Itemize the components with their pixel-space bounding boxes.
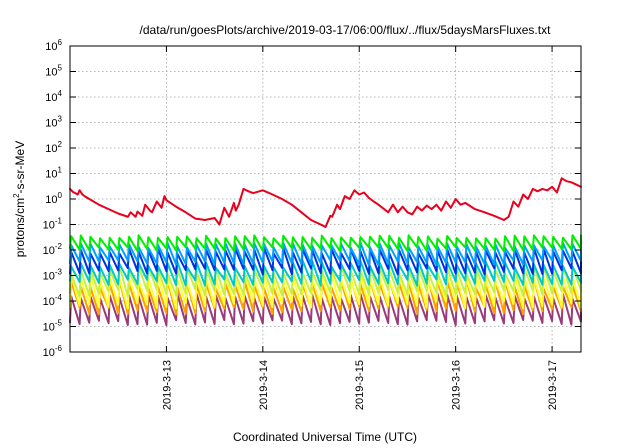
y-tick-exp: 2 <box>58 140 63 149</box>
y-tick-label: 10-5 <box>43 319 63 334</box>
y-tick-base: 10 <box>45 41 57 53</box>
x-axis-label: Coordinated Universal Time (UTC) <box>233 430 417 444</box>
y-tick-exp: 6 <box>58 38 63 47</box>
y-tick-labels: 10-610-510-410-310-210-11001011021031041… <box>43 38 63 359</box>
x-tick-label: 2019-3-13 <box>161 360 173 410</box>
y-tick-label: 101 <box>45 166 62 181</box>
y-tick-exp: -1 <box>55 217 63 226</box>
y-tick-base: 10 <box>43 245 55 257</box>
y-tick-label: 10-6 <box>43 344 63 359</box>
y-tick-base: 10 <box>45 143 57 155</box>
y-tick-label: 105 <box>45 64 62 79</box>
y-tick-base: 10 <box>45 194 57 206</box>
x-tick-label: 2019-3-15 <box>354 360 366 410</box>
series-line-4 <box>69 259 582 287</box>
series-line-8 <box>69 292 582 327</box>
x-tick-label: 2019-3-17 <box>547 360 559 410</box>
y-tick-base: 10 <box>43 271 55 283</box>
y-tick-base: 10 <box>43 322 55 334</box>
series-line-1 <box>69 234 582 253</box>
y-tick-label: 10-4 <box>43 293 63 308</box>
y-tick-base: 10 <box>45 118 57 130</box>
series-line-5 <box>69 264 582 298</box>
y-axis-label-rest: -s-sr-MeV <box>13 141 27 194</box>
series-line-6 <box>69 272 582 310</box>
axis-ticks <box>70 45 581 353</box>
y-tick-exp: 1 <box>58 166 63 175</box>
y-tick-exp: 3 <box>58 115 63 124</box>
plot-series <box>69 177 582 327</box>
y-tick-exp: 4 <box>58 89 63 98</box>
chart-title: /data/run/goesPlots/archive/2019-03-17/0… <box>140 23 552 37</box>
y-tick-label: 104 <box>45 89 62 104</box>
y-tick-base: 10 <box>45 67 57 79</box>
y-tick-exp: -5 <box>55 319 63 328</box>
series-line-7 <box>69 277 582 316</box>
grid <box>70 46 581 352</box>
y-axis-label-main: protons/cm <box>13 198 27 257</box>
y-tick-base: 10 <box>43 296 55 308</box>
y-tick-base: 10 <box>43 220 55 232</box>
y-axis-label: protons/cm2-s-sr-MeV <box>12 141 27 257</box>
y-tick-exp: 5 <box>58 64 63 73</box>
y-tick-label: 10-3 <box>43 268 63 283</box>
x-tick-labels: 2019-3-13 2019-3-14 2019-3-15 2019-3-16 2019… <box>161 360 559 410</box>
series-line-3 <box>69 247 582 276</box>
y-axis-label-sup: 2 <box>12 193 21 198</box>
y-tick-label: 102 <box>45 140 62 155</box>
y-tick-label: 106 <box>45 38 62 53</box>
y-tick-base: 10 <box>43 347 55 359</box>
y-tick-exp: -3 <box>55 268 63 277</box>
y-tick-label: 100 <box>45 191 62 206</box>
y-tick-exp: -6 <box>55 344 63 353</box>
series-line-0 <box>69 177 582 228</box>
y-tick-base: 10 <box>45 92 57 104</box>
y-tick-exp: -2 <box>55 242 63 251</box>
x-tick-label: 2019-3-16 <box>451 360 463 410</box>
y-tick-exp: -4 <box>55 293 63 302</box>
y-tick-exp: 0 <box>58 191 63 200</box>
y-tick-label: 10-2 <box>43 242 63 257</box>
x-tick-label: 2019-3-14 <box>258 360 270 410</box>
series-line-2 <box>69 241 582 267</box>
y-tick-label: 10-1 <box>43 217 63 232</box>
y-tick-base: 10 <box>45 169 57 181</box>
y-tick-label: 103 <box>45 115 62 130</box>
